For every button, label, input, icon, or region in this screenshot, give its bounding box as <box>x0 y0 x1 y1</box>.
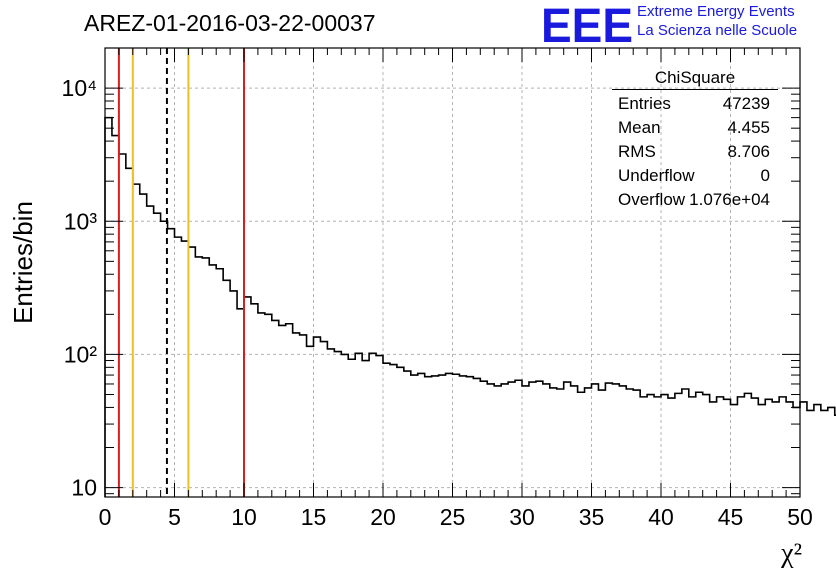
y-tick-label: 10³ <box>64 208 98 234</box>
x-tick-label: 15 <box>301 504 327 530</box>
x-tick-label: 50 <box>787 504 813 530</box>
stats-key: Underflow <box>618 166 695 185</box>
x-axis-label: χ² <box>780 538 802 569</box>
grid-layer <box>105 48 800 497</box>
eee-logo: EEE <box>541 2 633 46</box>
histogram-outline <box>104 116 836 497</box>
stats-key: Entries <box>618 94 671 113</box>
stats-row-entries: Entries 47239 <box>612 92 778 116</box>
stats-key: Overflow <box>618 190 686 209</box>
axis-ticks-layer: 0 5 10 15 20 25 30 35 40 45 50 10 10² 10³ 10⁴ <box>62 47 813 530</box>
histogram-layer <box>104 116 836 497</box>
x-tick-label: 0 <box>99 504 112 530</box>
stats-value: 0 <box>760 166 770 185</box>
x-tick-label: 40 <box>648 504 674 530</box>
stats-key: RMS <box>618 142 656 161</box>
y-axis-label: Entries/bin <box>8 201 38 324</box>
stats-key: Mean <box>618 118 661 137</box>
x-tick-label: 30 <box>509 504 535 530</box>
x-tick-label: 25 <box>440 504 466 530</box>
stats-value: 47239 <box>722 94 770 113</box>
x-tick-label: 45 <box>718 504 744 530</box>
x-tick-label: 10 <box>231 504 257 530</box>
stats-value: 4.455 <box>727 118 770 137</box>
eee-logo-text: EEE <box>541 2 633 46</box>
logo-line-2: La Scienza nelle Scuole <box>637 22 798 39</box>
stats-row-rms: RMS 8.706 <box>612 140 778 164</box>
x-tick-label: 20 <box>370 504 396 530</box>
y-tick-label: 10 <box>71 475 97 501</box>
stats-title: ChiSquare <box>612 68 778 90</box>
stats-row-overflow: Overflow 1.076e+04 <box>612 188 778 212</box>
axis-labels-layer: Entries/bin χ² <box>8 201 802 569</box>
marker-lines-layer <box>117 48 245 497</box>
stats-row-mean: Mean 4.455 <box>612 116 778 140</box>
run-title: AREZ-01-2016-03-22-00037 <box>84 10 376 36</box>
stats-row-underflow: Underflow 0 <box>612 164 778 188</box>
x-tick-label: 35 <box>579 504 605 530</box>
stats-value: 8.706 <box>727 142 770 161</box>
stats-box: ChiSquare Entries 47239 Mean 4.455 RMS 8… <box>612 68 778 212</box>
y-tick-label: 10² <box>64 341 98 367</box>
stats-value: 1.076e+04 <box>689 190 770 209</box>
logo-line-1: Extreme Energy Events <box>637 3 795 20</box>
y-tick-label: 10⁴ <box>62 75 97 101</box>
x-tick-label: 5 <box>168 504 181 530</box>
